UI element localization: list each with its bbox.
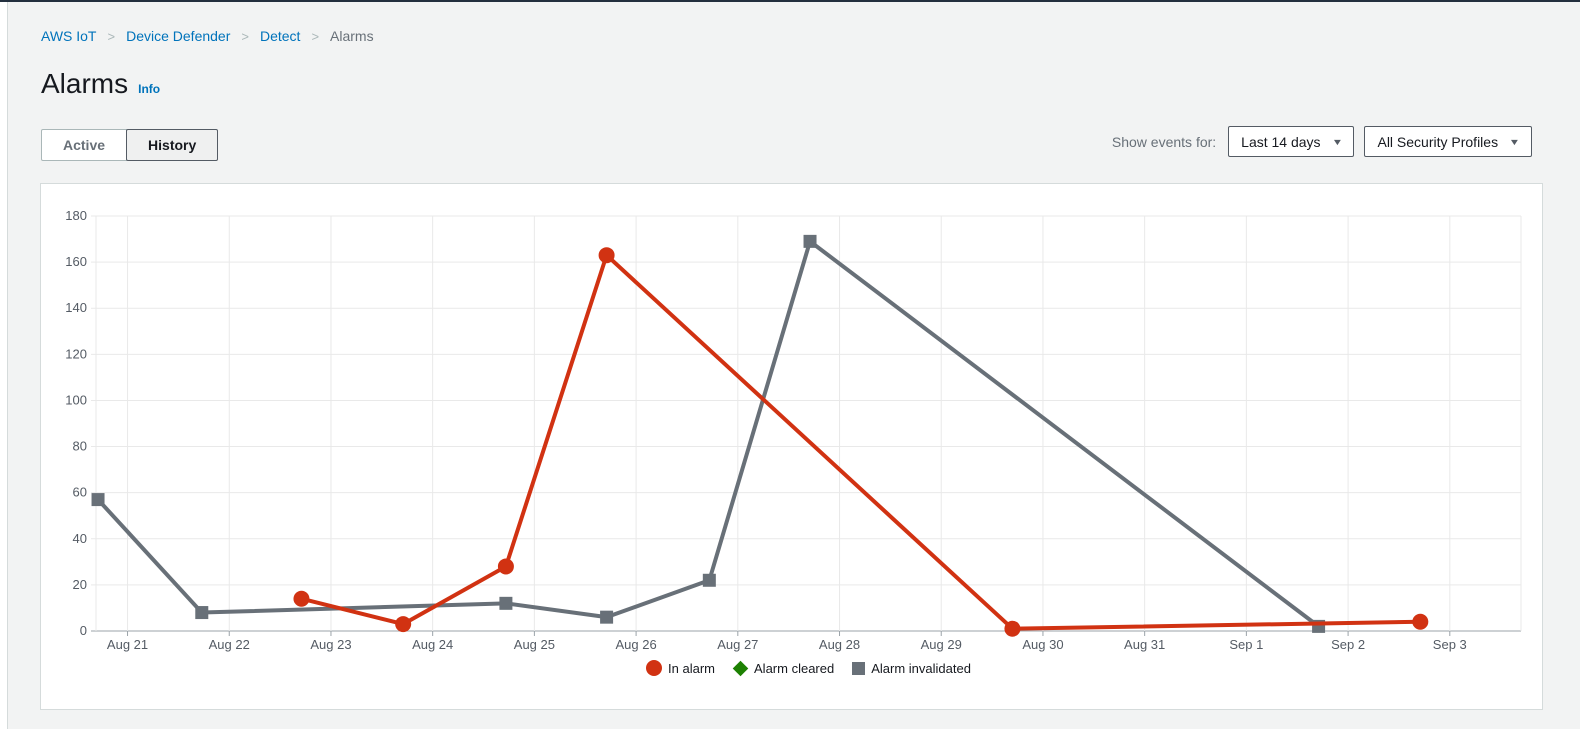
- svg-text:60: 60: [73, 485, 87, 500]
- security-profile-value: All Security Profiles: [1377, 133, 1499, 150]
- svg-text:Aug 30: Aug 30: [1022, 637, 1063, 652]
- info-link[interactable]: Info: [138, 82, 161, 96]
- svg-text:180: 180: [65, 208, 87, 223]
- legend-label: Alarm cleared: [754, 660, 835, 676]
- svg-text:Sep 1: Sep 1: [1229, 637, 1263, 652]
- time-range-dropdown[interactable]: Last 14 days ▼: [1228, 126, 1355, 157]
- alarm-history-card: 0 20 40 60 80 100 120 140 160 180 Aug 21 Aug 22 Aug …: [40, 183, 1543, 710]
- breadcrumb-item-detect[interactable]: Detect: [259, 28, 301, 44]
- breadcrumb-separator-icon: >: [311, 28, 320, 44]
- circle-marker-icon: [646, 660, 663, 676]
- page-title: Alarms: [41, 68, 129, 99]
- alarm-view-toggle: Active History: [41, 129, 219, 161]
- page-header: Alarms Info: [41, 68, 160, 100]
- filters-row: Show events for: Last 14 days ▼ All Secu…: [1112, 126, 1532, 157]
- svg-text:Aug 25: Aug 25: [514, 637, 555, 652]
- chevron-down-icon: ▼: [1331, 136, 1343, 147]
- breadcrumb-item-alarms: Alarms: [330, 28, 374, 44]
- alarm-history-chart: 0 20 40 60 80 100 120 140 160 180 Aug 21 Aug 22 Aug …: [65, 208, 1522, 652]
- legend-label: Alarm invalidated: [871, 660, 971, 676]
- breadcrumb-separator-icon: >: [107, 28, 116, 44]
- legend-item: Alarm cleared: [732, 660, 835, 676]
- legend-label: In alarm: [668, 660, 716, 676]
- side-nav-edge: [0, 2, 8, 729]
- tab-active[interactable]: Active: [41, 129, 128, 161]
- svg-text:Aug 28: Aug 28: [819, 637, 860, 652]
- svg-text:Aug 29: Aug 29: [921, 637, 962, 652]
- breadcrumb: AWS IoT > Device Defender > Detect > Ala…: [41, 28, 374, 44]
- breadcrumb-item-aws-iot[interactable]: AWS IoT: [41, 28, 97, 44]
- diamond-marker-icon: [732, 660, 749, 676]
- svg-text:160: 160: [65, 254, 87, 269]
- svg-text:Sep 3: Sep 3: [1433, 637, 1467, 652]
- svg-text:Sep 2: Sep 2: [1331, 637, 1365, 652]
- legend-item: Alarm invalidated: [852, 661, 971, 676]
- legend-item: In alarm: [646, 660, 715, 676]
- breadcrumb-item-device-defender[interactable]: Device Defender: [126, 28, 231, 44]
- svg-text:0: 0: [80, 623, 87, 638]
- time-range-value: Last 14 days: [1241, 133, 1321, 150]
- tab-history[interactable]: History: [126, 129, 219, 161]
- svg-text:Aug 26: Aug 26: [615, 637, 656, 652]
- svg-text:100: 100: [65, 392, 87, 407]
- svg-text:Aug 31: Aug 31: [1124, 637, 1165, 652]
- svg-text:20: 20: [73, 577, 87, 592]
- svg-text:Aug 23: Aug 23: [310, 637, 351, 652]
- breadcrumb-separator-icon: >: [241, 28, 249, 44]
- svg-text:80: 80: [73, 439, 87, 454]
- chevron-down-icon: ▼: [1508, 136, 1521, 147]
- console-top-border: [0, 0, 1580, 2]
- svg-text:40: 40: [73, 531, 87, 546]
- svg-text:120: 120: [65, 346, 87, 361]
- square-marker-icon: [852, 661, 866, 675]
- svg-text:Aug 22: Aug 22: [209, 637, 250, 652]
- chart-legend: In alarm Alarm cleared Alarm invalidated: [96, 660, 1521, 676]
- svg-text:Aug 27: Aug 27: [717, 637, 758, 652]
- security-profile-dropdown[interactable]: All Security Profiles ▼: [1364, 126, 1532, 157]
- show-events-label: Show events for:: [1111, 133, 1217, 150]
- svg-text:140: 140: [65, 300, 87, 315]
- svg-text:Aug 24: Aug 24: [412, 637, 453, 652]
- svg-text:Aug 21: Aug 21: [107, 637, 148, 652]
